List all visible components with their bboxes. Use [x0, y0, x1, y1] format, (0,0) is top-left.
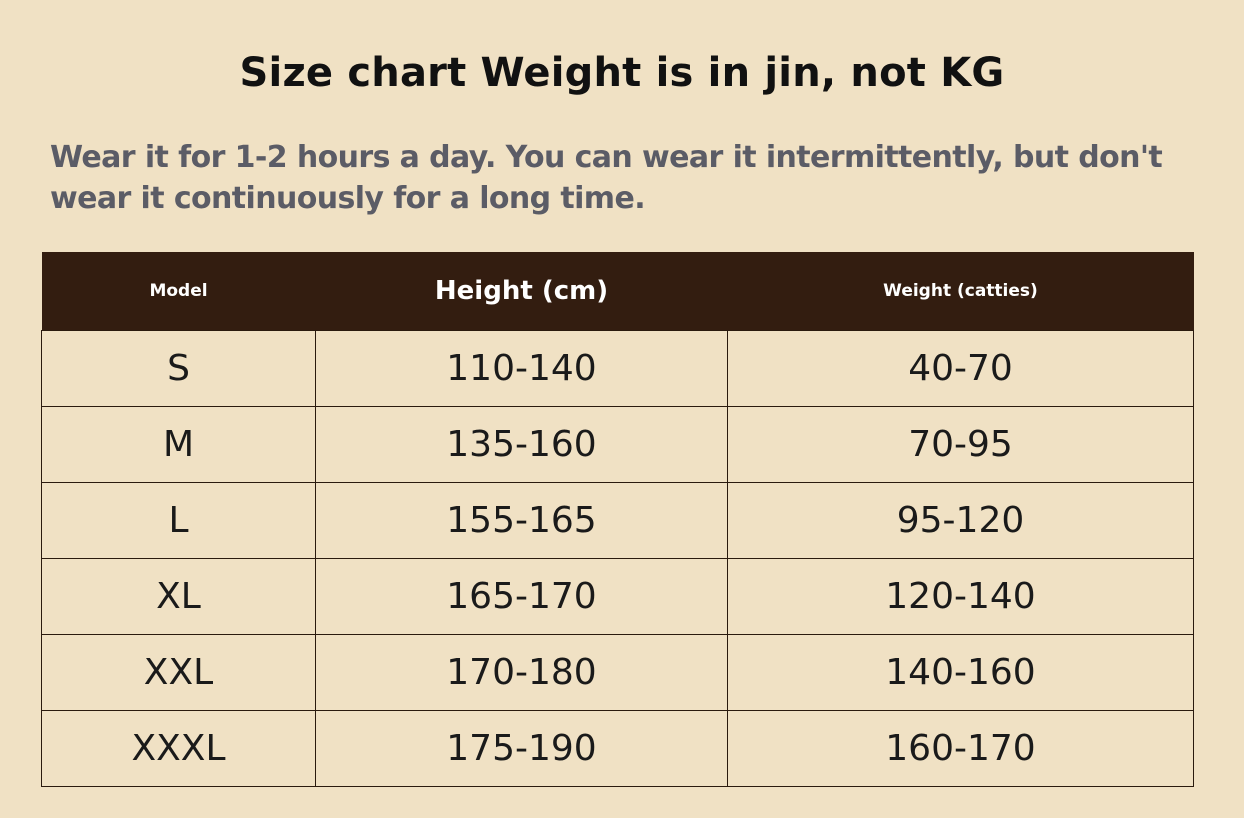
header-row: Model Height (cm) Weight (catties) [41, 252, 1194, 331]
cell-weight: 70-95 [727, 406, 1194, 483]
cell-model: L [41, 482, 316, 559]
table-row: XXXL 175-190 160-170 [41, 710, 1194, 787]
header-height: Height (cm) [315, 252, 728, 331]
table-row: XL 165-170 120-140 [41, 558, 1194, 635]
usage-note: Wear it for 1-2 hours a day. You can wea… [50, 140, 1163, 216]
cell-model: XXL [41, 634, 316, 711]
cell-model: XL [41, 558, 316, 635]
table-row: L 155-165 95-120 [41, 482, 1194, 559]
cell-height: 170-180 [315, 634, 728, 711]
cell-model: S [41, 330, 316, 407]
cell-weight: 160-170 [727, 710, 1194, 787]
table-row: M 135-160 70-95 [41, 406, 1194, 483]
cell-height: 175-190 [315, 710, 728, 787]
table-row: XXL 170-180 140-160 [41, 634, 1194, 711]
cell-model: XXXL [41, 710, 316, 787]
cell-weight: 95-120 [727, 482, 1194, 559]
cell-height: 165-170 [315, 558, 728, 635]
cell-height: 155-165 [315, 482, 728, 559]
cell-height: 135-160 [315, 406, 728, 483]
table-row: S 110-140 40-70 [41, 330, 1194, 407]
size-table: Model Height (cm) Weight (catties) S 110-… [41, 252, 1194, 787]
cell-model: M [41, 406, 316, 483]
page-title: Size chart Weight is in jin, not KG [239, 50, 1005, 96]
header-model: Model [41, 252, 316, 331]
cell-weight: 40-70 [727, 330, 1194, 407]
cell-height: 110-140 [315, 330, 728, 407]
cell-weight: 120-140 [727, 558, 1194, 635]
cell-weight: 140-160 [727, 634, 1194, 711]
header-weight: Weight (catties) [727, 252, 1194, 331]
